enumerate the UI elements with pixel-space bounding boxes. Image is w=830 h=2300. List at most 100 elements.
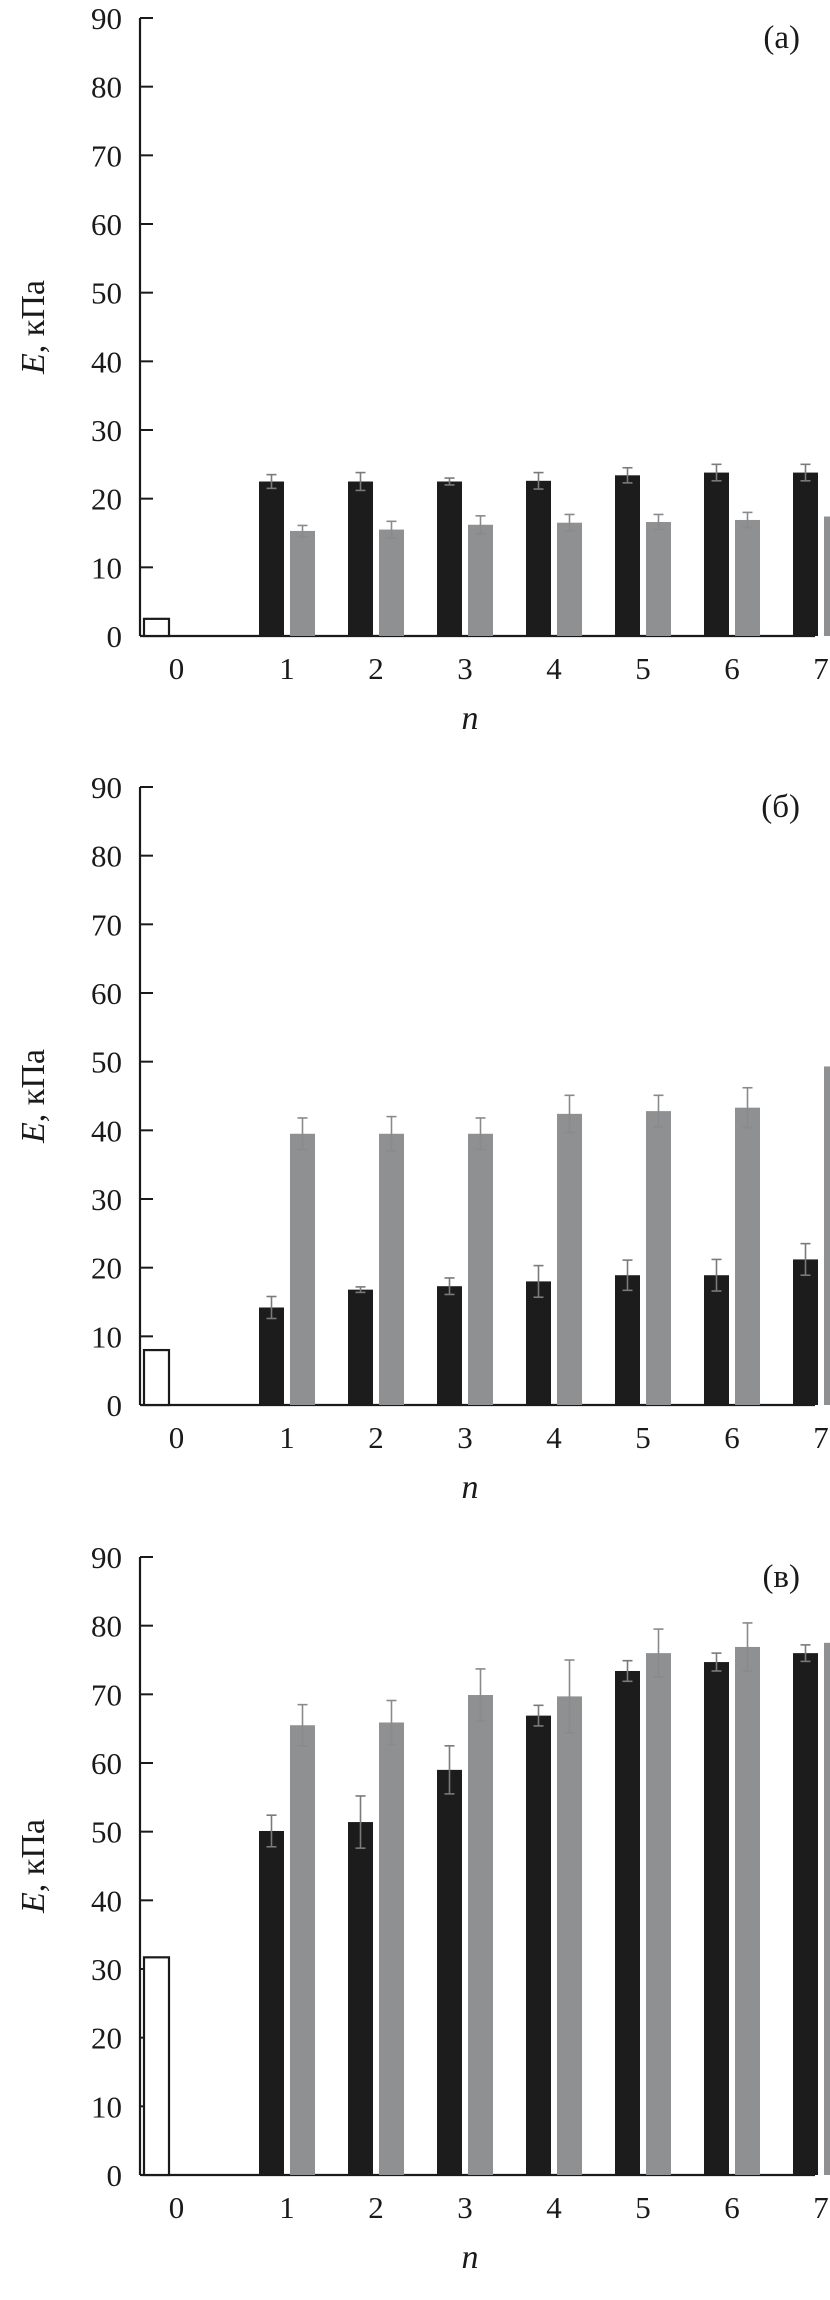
x-tick-label: 2: [368, 2190, 384, 2225]
bar-series-3-n5: [646, 1111, 671, 1405]
y-tick-label: 0: [107, 1388, 123, 1423]
bar-series-2-n3: [437, 1769, 462, 2175]
x-tick-label: 0: [169, 2190, 185, 2225]
bar-series-2-n6: [704, 1275, 729, 1405]
x-tick-label: 5: [635, 1420, 651, 1455]
bar-series-3-n5: [646, 522, 671, 636]
y-tick-label: 70: [91, 138, 122, 173]
bar-series-2-n7: [793, 472, 818, 636]
bar-series-2-n2: [348, 1822, 373, 2175]
y-tick-label: 20: [91, 482, 122, 517]
x-tick-label: 0: [169, 651, 185, 686]
y-tick-label: 10: [91, 1319, 122, 1354]
panel-label: (б): [761, 789, 800, 825]
bar-series-3-n7: [824, 516, 830, 636]
y-tick-label: 40: [91, 1113, 122, 1148]
bar-series-3-n3: [468, 1695, 493, 2175]
y-axis-title-unit: , кПа: [15, 280, 52, 353]
bar-series-2-n3: [437, 1286, 462, 1405]
y-axis-title-symbol: E: [15, 1122, 52, 1144]
y-axis-title-symbol: E: [15, 353, 52, 375]
panel-1: 0 10 20 30 40 50 60 70 80 90 E, кПа (а) 0 1 2 3 4 5 6 7 n: [15, 1, 830, 737]
bar-series-3-n5: [646, 1653, 671, 2175]
x-tick-label: 0: [169, 1420, 185, 1455]
bar-series-2-n4: [526, 1715, 551, 2175]
y-tick-label: 50: [91, 1045, 122, 1080]
bar-series-3-n4: [557, 1696, 582, 2175]
y-tick-label: 80: [91, 839, 122, 874]
x-tick-label: 2: [368, 651, 384, 686]
x-tick-label: 2: [368, 1420, 384, 1455]
y-axis-title: E, кПа: [15, 280, 52, 375]
bar-series-3-n2: [379, 1722, 404, 2175]
bar-series-1-n0: [142, 1348, 171, 1407]
bar-series-2-n5: [615, 1670, 640, 2175]
x-tick-label: 1: [279, 1420, 295, 1455]
y-tick-label: 0: [107, 619, 123, 654]
x-tick-label: 3: [457, 2190, 473, 2225]
x-tick-label: 6: [724, 651, 740, 686]
bar-series-2-n2: [348, 481, 373, 636]
bar-series-3-n3: [468, 1133, 493, 1405]
y-tick-label: 30: [91, 413, 122, 448]
panel-label: (а): [763, 20, 800, 56]
y-tick-label: 60: [91, 976, 122, 1011]
y-tick-label: 40: [91, 1883, 122, 1918]
x-tick-label: 6: [724, 2190, 740, 2225]
x-tick-label: 7: [813, 651, 829, 686]
bar-series-2-n7: [793, 1259, 818, 1405]
x-tick-label: 4: [546, 1420, 562, 1455]
bar-series-3-n7: [824, 1642, 830, 2175]
x-axis-title: n: [462, 700, 479, 737]
bar-series-3-n4: [557, 522, 582, 636]
bar-series-2-n3: [437, 481, 462, 636]
bar-series-2-n4: [526, 480, 551, 636]
x-tick-label: 4: [546, 2190, 562, 2225]
bar-series-2-n6: [704, 1662, 729, 2175]
x-axis-title: n: [462, 2239, 479, 2276]
x-tick-label: 1: [279, 2190, 295, 2225]
bar-series-2-n5: [615, 475, 640, 636]
bar-series-3-n3: [468, 524, 493, 636]
y-tick-label: 20: [91, 2021, 122, 2056]
x-tick-label: 3: [457, 1420, 473, 1455]
panel-label: (в): [762, 1559, 800, 1595]
y-tick-label: 10: [91, 2089, 122, 2124]
x-tick-label: 5: [635, 2190, 651, 2225]
bar-series-3-n6: [735, 519, 760, 636]
x-axis-title: n: [462, 1469, 479, 1506]
y-tick-label: 0: [107, 2158, 123, 2193]
bar-series-1-n0: [142, 1956, 171, 2177]
bar-series-3-n2: [379, 1133, 404, 1405]
y-tick-label: 60: [91, 207, 122, 242]
bar-series-3-n1: [290, 1133, 315, 1405]
y-tick-label: 50: [91, 1815, 122, 1850]
y-axis-title: E, кПа: [15, 1049, 52, 1144]
y-axis-title-unit: , кПа: [15, 1819, 52, 1892]
panel-3: 0 10 20 30 40 50 60 70 80 90 E, кПа (в) 0 1 2 3 4 5 6 7 n: [15, 1540, 830, 2276]
y-tick-label: 20: [91, 1251, 122, 1286]
y-tick-label: 60: [91, 1746, 122, 1781]
y-tick-label: 50: [91, 276, 122, 311]
x-tick-label: 7: [813, 2190, 829, 2225]
x-tick-label: 5: [635, 651, 651, 686]
bar-series-3-n6: [735, 1107, 760, 1405]
panel-2: 0 10 20 30 40 50 60 70 80 90 E, кПа (б) 0 1 2 3 4 5 6 7 n: [15, 770, 830, 1506]
x-tick-label: 1: [279, 651, 295, 686]
x-tick-label: 7: [813, 1420, 829, 1455]
y-axis-title-unit: , кПа: [15, 1049, 52, 1122]
bar-series-1-n0: [142, 617, 171, 638]
bar-series-2-n6: [704, 472, 729, 636]
y-axis-title-symbol: E: [15, 1892, 52, 1914]
bar-series-3-n6: [735, 1646, 760, 2175]
y-tick-label: 70: [91, 907, 122, 942]
y-axis-title: E, кПа: [15, 1819, 52, 1914]
bar-series-3-n7: [824, 1066, 830, 1405]
y-tick-label: 30: [91, 1182, 122, 1217]
x-tick-label: 3: [457, 651, 473, 686]
y-tick-label: 90: [91, 770, 122, 805]
y-tick-label: 30: [91, 1952, 122, 1987]
bar-series-2-n1: [259, 481, 284, 636]
